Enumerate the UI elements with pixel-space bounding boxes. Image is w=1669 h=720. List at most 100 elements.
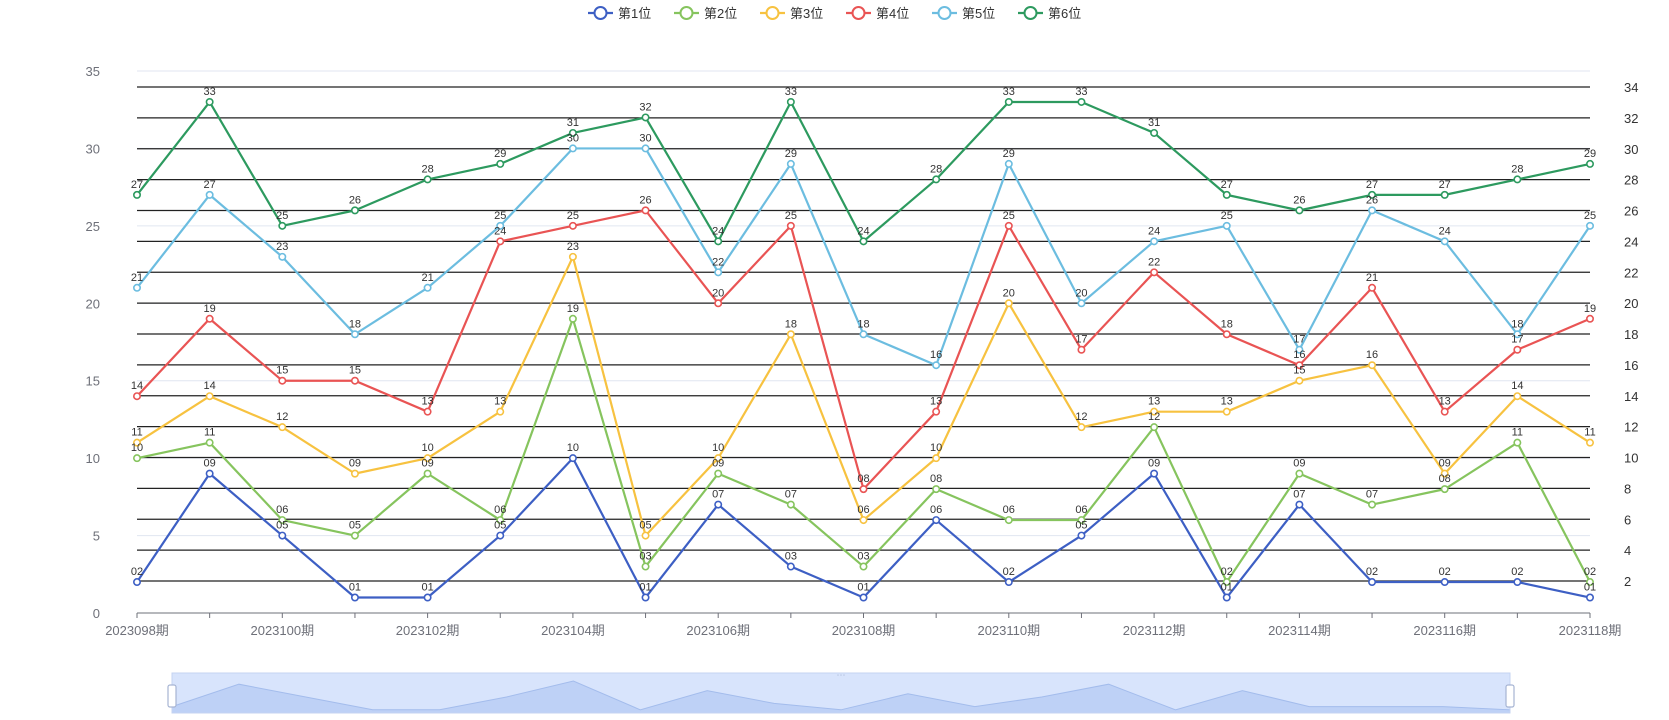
data-point[interactable] (859, 330, 868, 339)
data-point[interactable] (1222, 578, 1231, 587)
legend-item[interactable]: 第4位 (846, 6, 909, 21)
data-point[interactable] (1295, 345, 1304, 354)
data-point[interactable] (1295, 376, 1304, 385)
data-point[interactable] (205, 469, 214, 478)
data-point[interactable] (1513, 345, 1522, 354)
data-point[interactable] (1586, 438, 1595, 447)
data-point[interactable] (1004, 578, 1013, 587)
data-point[interactable] (1004, 299, 1013, 308)
data-point[interactable] (1440, 407, 1449, 416)
data-point[interactable] (1513, 392, 1522, 401)
data-point[interactable] (641, 593, 650, 602)
data-point[interactable] (1368, 361, 1377, 370)
data-point[interactable] (1513, 330, 1522, 339)
data-point[interactable] (205, 190, 214, 199)
data-point[interactable] (859, 516, 868, 525)
data-point[interactable] (859, 593, 868, 602)
data-point[interactable] (1295, 361, 1304, 370)
data-point[interactable] (496, 237, 505, 246)
data-point[interactable] (568, 454, 577, 463)
slider-selection[interactable] (171, 672, 1511, 714)
data-point[interactable] (1150, 237, 1159, 246)
data-point[interactable] (1004, 221, 1013, 230)
slider-drag-grip-icon[interactable]: ⋯ (837, 670, 846, 680)
data-point[interactable] (1150, 268, 1159, 277)
data-point[interactable] (1004, 159, 1013, 168)
data-point[interactable] (1222, 407, 1231, 416)
data-point[interactable] (205, 314, 214, 323)
data-point[interactable] (786, 221, 795, 230)
data-point[interactable] (932, 516, 941, 525)
data-point[interactable] (1586, 593, 1595, 602)
data-point[interactable] (1295, 206, 1304, 215)
data-point[interactable] (714, 299, 723, 308)
data-point[interactable] (278, 423, 287, 432)
legend-item[interactable]: 第2位 (674, 6, 737, 21)
legend-item[interactable]: 第5位 (932, 6, 995, 21)
data-point[interactable] (205, 438, 214, 447)
data-point[interactable] (1150, 407, 1159, 416)
data-point[interactable] (350, 469, 359, 478)
data-point[interactable] (278, 221, 287, 230)
data-point[interactable] (133, 190, 142, 199)
data-point[interactable] (1368, 190, 1377, 199)
slider-handle-left[interactable] (167, 684, 177, 708)
data-point[interactable] (714, 454, 723, 463)
data-point[interactable] (423, 593, 432, 602)
data-point[interactable] (568, 314, 577, 323)
data-point[interactable] (1295, 500, 1304, 509)
data-point[interactable] (350, 531, 359, 540)
data-point[interactable] (641, 531, 650, 540)
data-point[interactable] (1513, 578, 1522, 587)
legend-item[interactable]: 第6位 (1018, 6, 1081, 21)
data-point[interactable] (641, 562, 650, 571)
data-point[interactable] (496, 531, 505, 540)
data-point[interactable] (1150, 423, 1159, 432)
data-point[interactable] (1440, 190, 1449, 199)
data-point[interactable] (932, 361, 941, 370)
data-point[interactable] (641, 113, 650, 122)
data-point[interactable] (641, 144, 650, 153)
data-point[interactable] (133, 392, 142, 401)
data-point[interactable] (278, 376, 287, 385)
data-point[interactable] (1440, 485, 1449, 494)
data-point[interactable] (568, 221, 577, 230)
data-point[interactable] (278, 516, 287, 525)
data-point[interactable] (133, 578, 142, 587)
data-point[interactable] (1150, 469, 1159, 478)
datazoom-slider[interactable]: ⋯ (167, 670, 1515, 714)
data-point[interactable] (568, 128, 577, 137)
data-point[interactable] (714, 237, 723, 246)
data-point[interactable] (932, 175, 941, 184)
data-point[interactable] (786, 500, 795, 509)
data-point[interactable] (714, 500, 723, 509)
data-point[interactable] (1077, 97, 1086, 106)
data-point[interactable] (423, 407, 432, 416)
data-point[interactable] (641, 206, 650, 215)
data-point[interactable] (568, 144, 577, 153)
legend-item[interactable]: 第3位 (760, 6, 823, 21)
data-point[interactable] (496, 407, 505, 416)
data-point[interactable] (1513, 438, 1522, 447)
slider-handle-right[interactable] (1505, 684, 1515, 708)
data-point[interactable] (714, 469, 723, 478)
data-point[interactable] (786, 159, 795, 168)
data-point[interactable] (1222, 330, 1231, 339)
data-point[interactable] (1440, 237, 1449, 246)
data-point[interactable] (1077, 345, 1086, 354)
data-point[interactable] (1077, 531, 1086, 540)
data-point[interactable] (1077, 299, 1086, 308)
data-point[interactable] (1586, 221, 1595, 230)
data-point[interactable] (1586, 578, 1595, 587)
data-point[interactable] (1440, 469, 1449, 478)
data-point[interactable] (350, 593, 359, 602)
data-point[interactable] (714, 268, 723, 277)
data-point[interactable] (1222, 221, 1231, 230)
data-point[interactable] (1368, 283, 1377, 292)
data-point[interactable] (1586, 314, 1595, 323)
data-point[interactable] (859, 237, 868, 246)
data-point[interactable] (1222, 190, 1231, 199)
data-point[interactable] (1004, 516, 1013, 525)
data-point[interactable] (932, 407, 941, 416)
data-point[interactable] (786, 562, 795, 571)
